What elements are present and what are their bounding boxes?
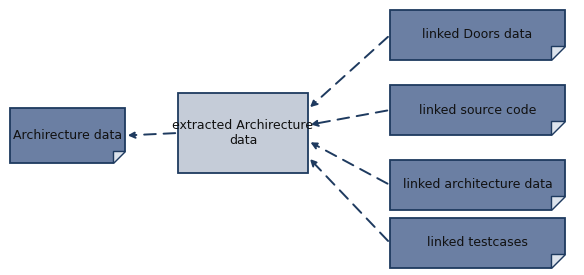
Bar — [178, 93, 308, 173]
Polygon shape — [390, 218, 565, 268]
Text: linked architecture data: linked architecture data — [402, 178, 552, 191]
Polygon shape — [113, 151, 125, 163]
Polygon shape — [551, 196, 565, 210]
Polygon shape — [551, 121, 565, 135]
Polygon shape — [551, 46, 565, 60]
Polygon shape — [390, 85, 565, 135]
Text: linked testcases: linked testcases — [427, 236, 528, 249]
Text: linked source code: linked source code — [419, 103, 536, 117]
Polygon shape — [551, 254, 565, 268]
Text: linked Doors data: linked Doors data — [422, 29, 533, 42]
Polygon shape — [390, 160, 565, 210]
Polygon shape — [10, 108, 125, 163]
Text: Archirecture data: Archirecture data — [13, 129, 122, 142]
Text: extracted Archirecture
data: extracted Archirecture data — [172, 119, 314, 147]
Polygon shape — [390, 10, 565, 60]
